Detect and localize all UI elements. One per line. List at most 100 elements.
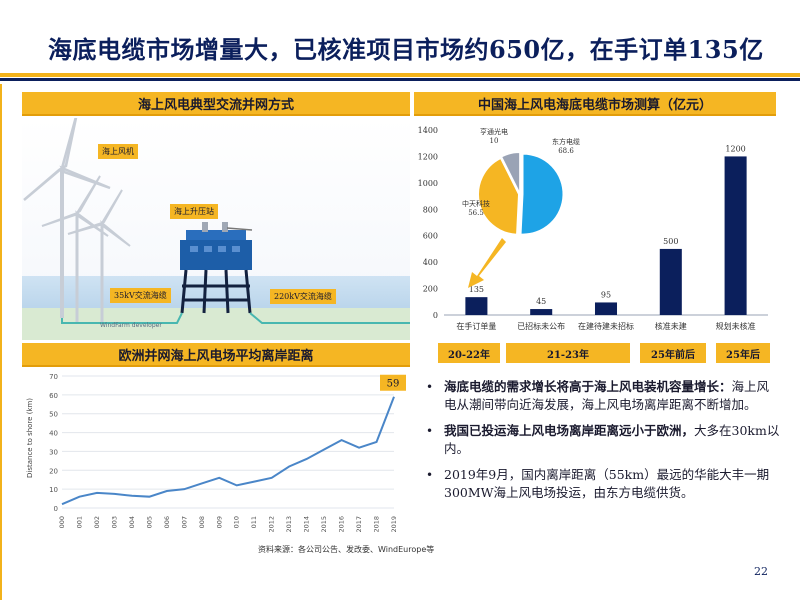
page-number: 22 [754,565,768,578]
market-bar [594,302,618,315]
bullet-dot-icon: • [426,380,434,394]
pie-value-label: 56.5 [468,209,484,217]
distance-chart-header: 欧洲并网海上风电场平均离岸距离 [22,343,410,367]
line-y-tick-label: 10 [49,486,58,494]
bullet-text: 2019年9月，国内离岸距离（55km）最远的华能大丰一期300MW海上风电场投… [444,467,770,500]
substation-label: 海上升压站 [170,204,218,219]
line-x-tick-label: 000 [58,516,66,528]
wind-turbine-icon [67,189,131,323]
bar-y-tick-label: 400 [423,258,438,267]
pie-slice [520,153,564,235]
line-x-tick-label: 008 [198,516,206,528]
bar-y-tick-label: 0 [433,311,438,320]
line-y-tick-label: 0 [54,505,58,513]
developer-watermark: WindFarm developer [100,322,162,329]
period-badge: 20-22年 [438,343,500,363]
pie-label: 中天科技 [462,199,490,208]
bar-y-tick-label: 200 [423,285,438,294]
left-edge-rule [0,84,2,600]
bar-chart-x-ticks: 在手订单量 已招标未公布 在建待建未招标 核准未建 规划未核准 [456,321,755,331]
market-bar [659,248,682,315]
line-x-tick-label: 2012 [268,516,276,533]
bar-value-label: 95 [601,290,611,299]
grid-connection-header: 海上风电典型交流并网方式 [22,92,410,116]
line-x-tick-label: 003 [110,516,118,528]
line-y-tick-label: 20 [49,467,58,475]
bar-value-label: 45 [536,297,546,306]
arrow-icon [468,238,506,288]
offshore-wind-scene: WindFarm developer [22,118,410,340]
line-y-tick-label: 30 [49,448,58,456]
bar-category-label: 在建待建未招标 [578,321,634,331]
offshore-substation-icon [180,222,253,314]
key-points: • 海底电缆的需求增长将高于海上风电装机容量增长：海上风电从潮间带向近海发展，海… [424,378,780,510]
market-bar [530,309,553,315]
bar-y-tick-label: 1000 [418,179,438,188]
bar-y-tick-label: 1200 [418,152,438,161]
line-chart-grid [62,375,394,509]
line-x-tick-label: 002 [93,516,101,528]
line-x-tick-label: 2016 [338,516,346,533]
period-badge: 25年后 [716,343,770,363]
pie-value-label: 10 [490,137,499,145]
line-chart-annotation: 59 [380,374,406,391]
line-x-tick-label: 2013 [285,516,293,533]
line-y-tick-label: 70 [49,373,58,381]
bar-value-label: 500 [663,237,678,246]
line-x-tick-label: 004 [128,516,136,528]
pie-slice [501,152,521,193]
line-chart-y-ticks: 0 10 20 30 40 50 60 70 [49,373,58,513]
line-x-tick-label: 006 [163,516,171,528]
bullet-item: • 2019年9月，国内离岸距离（55km）最远的华能大丰一期300MW海上风电… [424,466,780,502]
page-title: 海底电缆市场增量大，已核准项目市场约650亿，在手订单135亿 [48,35,764,64]
pie-value-label: 68.6 [558,147,574,155]
source-note: 资料来源：各公司公告、发改委、WindEurope等 [258,545,435,554]
market-bar [724,156,747,315]
bar-category-label: 已招标未公布 [517,321,565,331]
market-bar-chart: 0 200 400 600 800 1000 1200 1400 135 45 95 500 1200… [418,126,768,331]
line-x-tick-label: 005 [145,516,153,528]
bullet-bold: 我国已投运海上风电场离岸距离远小于欧洲， [444,423,695,438]
bullet-dot-icon: • [426,424,434,438]
bar-category-label: 规划未核准 [716,321,756,331]
annotation-badge [380,374,406,391]
cable-220kv-label: 220kV交流海缆 [270,289,336,304]
bullet-item: • 海底电缆的需求增长将高于海上风电装机容量增长：海上风电从潮间带向近海发展，海… [424,378,780,414]
offshore-wind-illustration: WindFarm developer 海上风机 海上升压站 35kV交流海缆 2… [22,118,410,340]
line-x-tick-label: 2015 [320,516,328,533]
distance-line-chart: 0 10 20 30 40 50 60 70 000 001 002 003 004 005 006 007… [26,373,406,533]
turbine-label: 海上风机 [98,144,138,159]
bullet-bold: 海底电缆的需求增长将高于海上风电装机容量增长： [444,379,732,394]
bullet-text: 大多在30km以内。 [444,423,780,456]
period-badge: 21-23年 [506,343,630,363]
pie-slice [478,157,520,235]
annotation-value: 59 [387,379,400,390]
bar-y-tick-label: 800 [423,205,438,214]
bar-value-label: 135 [469,285,484,294]
line-x-tick-label: 007 [180,516,188,528]
bullet-text: 海上风电从潮间带向近海发展，海上风电场离岸距离不断增加。 [444,379,770,412]
market-chart-header: 中国海上风电海底电缆市场测算（亿元） [414,92,776,116]
wind-turbine-icon [23,118,111,318]
line-y-tick-label: 40 [49,430,58,438]
line-x-tick-label: 011 [250,516,258,528]
bar-value-label: 1200 [725,144,745,153]
pie-label: 亨通光电 [480,127,508,136]
line-y-tick-label: 60 [49,392,58,400]
line-chart-x-ticks: 000 001 002 003 004 005 006 007 008 009 010 011 2012… [58,516,398,533]
market-bar [465,297,488,315]
title-rule-gold [0,73,800,77]
cable-routing [61,312,410,324]
line-x-tick-label: 2018 [373,516,381,533]
distance-series-line [61,396,395,506]
line-x-tick-label: 2014 [303,516,311,533]
line-x-tick-label: 001 [75,516,83,528]
title-rule-navy [0,78,800,81]
period-badge: 25年前后 [640,343,706,363]
pie-label: 东方电缆 [552,137,580,146]
bar-y-tick-label: 1400 [418,126,438,135]
line-x-tick-label: 2019 [390,516,398,533]
cable-35kv-label: 35kV交流海缆 [110,288,171,303]
line-y-tick-label: 50 [49,411,58,419]
